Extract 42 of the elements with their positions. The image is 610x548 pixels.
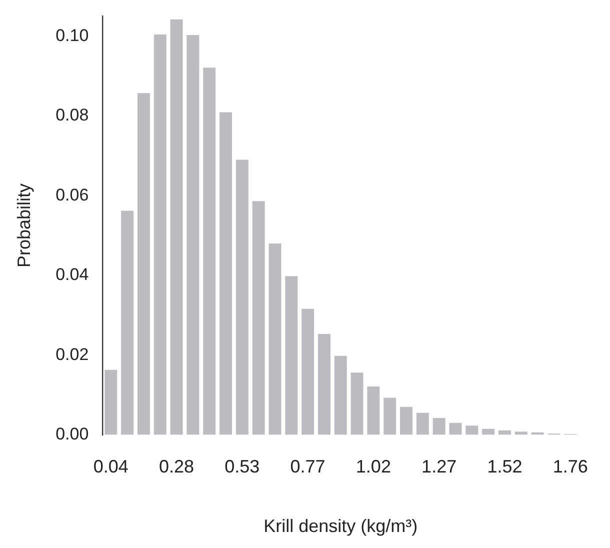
bar: [350, 372, 364, 435]
bar: [514, 432, 528, 435]
x-tick-label: 1.27: [422, 456, 457, 477]
bar: [285, 276, 298, 435]
x-tick-label: 1.76: [552, 456, 588, 477]
bar: [384, 398, 396, 435]
x-tick-label: 0.28: [159, 456, 194, 477]
bar: [498, 430, 511, 435]
x-tick-label: 0.77: [290, 456, 326, 477]
bar: [220, 112, 232, 435]
bar: [170, 19, 183, 435]
bar: [203, 68, 216, 435]
x-tick-label: 1.02: [356, 456, 391, 477]
bar: [186, 34, 200, 435]
x-axis-title: Krill density (kg/m³): [264, 516, 418, 536]
y-tick-label: 0.06: [56, 185, 89, 204]
y-tick-label: 0.00: [56, 424, 89, 444]
bar: [236, 160, 248, 435]
bar: [154, 34, 166, 435]
y-tick-label: 0.10: [56, 26, 89, 45]
bar: [252, 201, 265, 435]
bar: [449, 422, 462, 435]
bar: [432, 418, 446, 435]
bar: [268, 243, 282, 435]
bar: [137, 93, 150, 435]
bar: [367, 386, 380, 435]
bar: [416, 412, 429, 435]
bar: [334, 356, 347, 435]
x-tick-label: 1.52: [487, 456, 522, 477]
bar: [400, 406, 412, 435]
y-tick-label: 0.08: [56, 106, 89, 125]
bar: [318, 334, 330, 435]
y-axis-title: Probability: [14, 183, 34, 268]
bar: [482, 428, 495, 435]
bar: [121, 210, 134, 435]
y-tick-label: 0.04: [56, 265, 89, 284]
bar: [302, 308, 314, 435]
x-tick-label: 0.53: [224, 456, 260, 477]
bar: [466, 426, 478, 435]
bar: [104, 370, 118, 435]
y-tick-label: 0.02: [56, 344, 89, 364]
x-tick-label: 0.04: [93, 456, 128, 477]
